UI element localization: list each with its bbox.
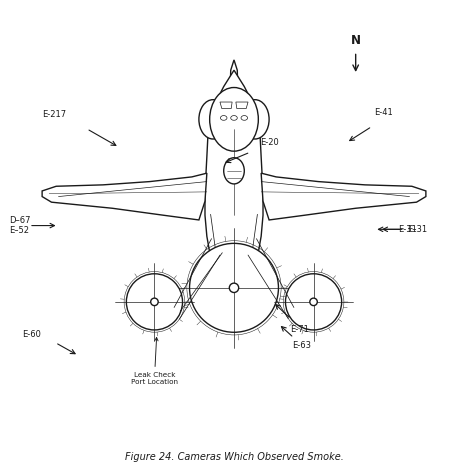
Text: D–67: D–67 [9,216,31,226]
Text: N: N [351,34,361,47]
Text: E-71: E-71 [290,325,309,335]
Ellipse shape [151,298,158,306]
Ellipse shape [224,158,244,184]
Polygon shape [261,173,426,220]
Text: E–31: E–31 [407,225,427,234]
Polygon shape [229,60,239,126]
Ellipse shape [190,243,278,332]
Text: E-60: E-60 [22,330,41,339]
Text: E-20: E-20 [260,138,278,147]
Polygon shape [236,102,248,109]
Ellipse shape [229,283,239,292]
Ellipse shape [285,274,342,330]
Ellipse shape [126,274,183,330]
Ellipse shape [231,116,237,120]
Text: E-31: E-31 [398,225,417,234]
Text: Leak Check
Port Location: Leak Check Port Location [131,337,178,385]
Polygon shape [220,102,232,109]
Ellipse shape [310,298,317,306]
Ellipse shape [241,116,248,120]
Polygon shape [42,173,207,220]
Ellipse shape [220,116,227,120]
Ellipse shape [241,100,269,139]
Ellipse shape [199,100,227,139]
Text: E–52: E–52 [9,226,29,235]
Text: E-41: E-41 [374,108,393,117]
Text: Figure 24. Cameras Which Observed Smoke.: Figure 24. Cameras Which Observed Smoke. [124,453,344,462]
Polygon shape [205,70,263,299]
Text: E-63: E-63 [292,341,311,350]
Ellipse shape [210,88,258,151]
Text: E-217: E-217 [42,110,66,119]
